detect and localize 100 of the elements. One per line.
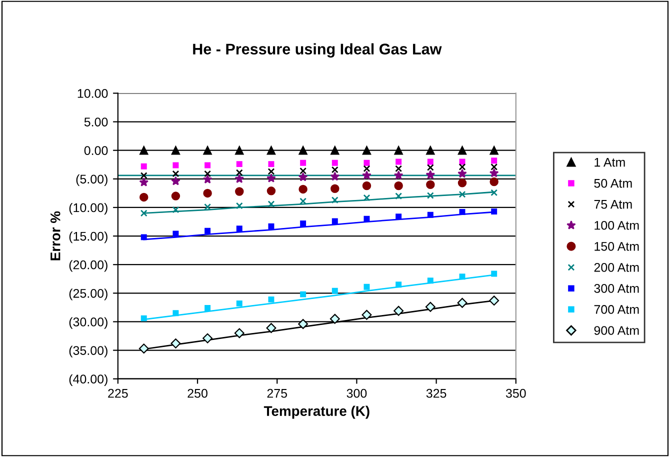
- legend-label: 75 Atm: [594, 200, 632, 209]
- point: [140, 163, 147, 170]
- point: [330, 172, 340, 181]
- legend-label: 700 Atm: [594, 305, 639, 314]
- point: [364, 284, 370, 290]
- point: [300, 167, 307, 174]
- point: [139, 192, 148, 202]
- point: [331, 166, 338, 174]
- point: [491, 270, 498, 277]
- point: [426, 170, 436, 179]
- point: [426, 146, 435, 155]
- point: [204, 162, 211, 168]
- y-tick-label: (40.00): [69, 374, 108, 386]
- point: [332, 218, 338, 224]
- x-tick-label: 350: [506, 388, 526, 398]
- point: [458, 163, 466, 170]
- point: [491, 158, 498, 164]
- point: [236, 161, 242, 168]
- point: [204, 305, 211, 312]
- y-tick-label: 5.00: [84, 118, 108, 126]
- point: [140, 234, 147, 240]
- point: [236, 300, 242, 306]
- point: [394, 146, 403, 155]
- point: [491, 208, 498, 214]
- point: [362, 170, 372, 180]
- y-tick-label: (25.00): [69, 288, 108, 300]
- point: [459, 209, 466, 216]
- point: [363, 194, 370, 202]
- x-tick-label: 225: [108, 388, 128, 398]
- point: [362, 181, 372, 190]
- point: [203, 146, 212, 155]
- y-tick-label: (20.00): [69, 260, 108, 272]
- point: [427, 278, 434, 284]
- y-axis-title: Error %: [50, 211, 60, 260]
- point: [300, 291, 306, 298]
- point: [300, 220, 306, 226]
- point: [459, 274, 466, 280]
- point: [395, 192, 402, 200]
- point: [172, 206, 180, 214]
- point: [268, 223, 274, 230]
- point: [172, 170, 180, 178]
- point: [171, 176, 180, 186]
- point: [235, 187, 244, 196]
- point: [490, 146, 498, 155]
- point: [394, 306, 404, 316]
- point: [396, 214, 402, 220]
- point: [458, 146, 467, 155]
- point: [172, 310, 179, 316]
- point: [204, 203, 212, 210]
- point: [458, 178, 467, 188]
- point: [490, 177, 498, 186]
- chart-title: He - Pressure using Ideal Gas Law: [193, 43, 442, 58]
- legend-label: 200 Atm: [594, 262, 639, 272]
- y-tick-label: 0.00: [84, 146, 108, 156]
- point: [268, 296, 274, 302]
- point: [489, 296, 500, 306]
- x-tick-label: 250: [188, 388, 208, 398]
- point: [457, 298, 468, 308]
- point: [426, 180, 435, 189]
- point: [236, 226, 242, 232]
- point: [202, 174, 212, 184]
- point: [300, 160, 306, 166]
- point: [298, 319, 308, 329]
- legend-label: 150 Atm: [594, 242, 639, 251]
- point: [268, 168, 275, 175]
- point: [170, 338, 181, 348]
- point: [140, 210, 148, 217]
- y-tick-label: (5.00): [76, 174, 108, 186]
- point: [458, 168, 467, 178]
- point: [490, 163, 498, 170]
- y-tick-label: (30.00): [69, 317, 108, 329]
- point: [172, 162, 179, 168]
- point: [140, 172, 148, 179]
- legend-label: 1 Atm: [594, 158, 625, 167]
- point: [364, 160, 370, 166]
- point: [266, 186, 276, 196]
- x-tick-label: 325: [426, 388, 446, 398]
- point: [202, 333, 213, 344]
- point: [266, 323, 276, 333]
- point: [171, 192, 180, 200]
- point: [172, 230, 179, 237]
- point: [266, 146, 276, 155]
- point: [331, 196, 338, 204]
- point: [427, 158, 434, 165]
- point: [426, 164, 434, 171]
- legend-label: 300 Atm: [594, 284, 639, 293]
- point: [139, 177, 149, 186]
- point: [489, 168, 499, 178]
- point: [300, 198, 307, 205]
- point: [332, 288, 338, 294]
- point: [394, 181, 403, 190]
- point: [364, 216, 370, 222]
- point: [330, 314, 340, 324]
- point: [203, 188, 212, 198]
- point: [425, 302, 436, 312]
- point: [171, 146, 180, 155]
- y-tick-label: (15.00): [69, 232, 108, 244]
- x-axis-title: Temperature (K): [264, 406, 370, 419]
- point: [268, 161, 274, 168]
- point: [332, 160, 338, 166]
